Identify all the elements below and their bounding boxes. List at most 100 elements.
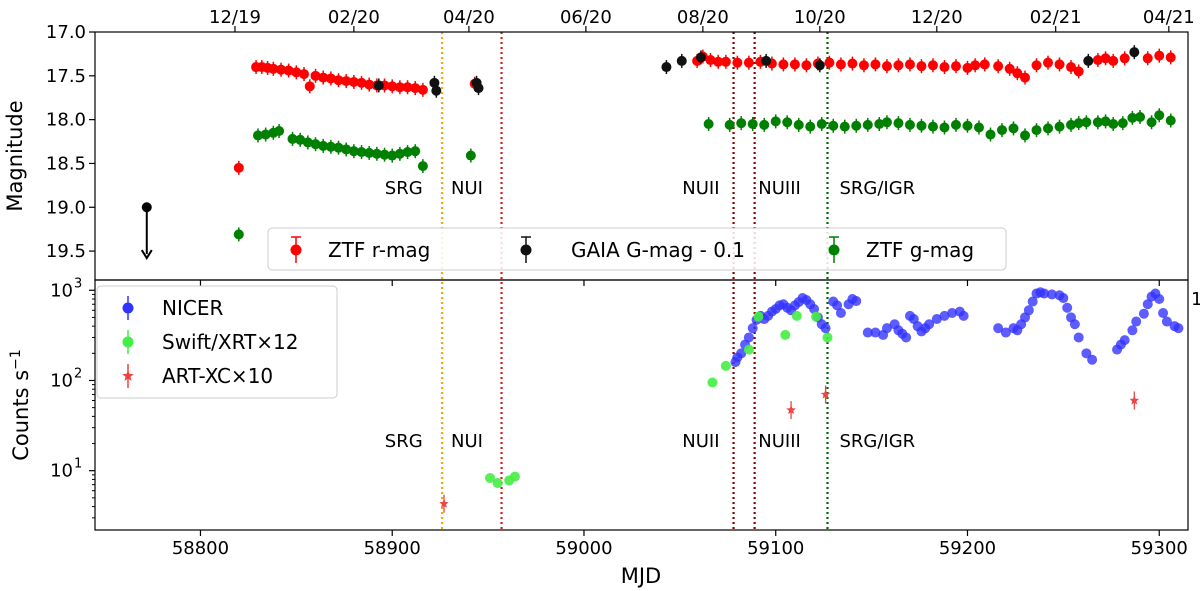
xray-legend-marker-1 [122,336,134,348]
ztf-g-mag-point-6 [295,134,306,145]
ztf-r-mag-point-31 [732,57,743,68]
nicer-point-56 [1023,305,1034,316]
xray-y-tick-label-1: 10 [50,370,73,391]
ztf-r-mag-point-35 [778,59,789,70]
ztf-g-mag-point-51 [1020,130,1031,141]
gaia-g-mag-0-1-point-11 [1129,47,1140,58]
swift-xrt-12-point-8 [780,329,791,340]
swift-xrt-12-point-11 [822,332,833,343]
nicer-point-44 [924,319,935,330]
nicer-point-46 [939,310,950,321]
gaia-g-mag-0-1-point-10 [1083,55,1094,66]
ztf-r-mag-point-20 [387,81,398,92]
optical-legend: ZTF r-mag GAIA G-mag - 0.1 ZTF g-mag [267,227,1007,271]
date-tick-label-0: 12/19 [209,7,261,28]
nicer-point-57 [1027,296,1038,307]
nicer-point-34 [881,323,892,334]
optical-annotation-srg: SRG [385,178,423,199]
gaia-g-mag-0-1-point-6 [676,55,687,66]
ztf-r-mag-point-49 [939,62,950,73]
date-tick-label-1: 02/20 [328,7,380,28]
ztf-r-mag-point-52 [970,60,981,71]
nicer-point-72 [1119,335,1130,346]
ztf-g-mag-point-54 [1054,121,1065,132]
optical-annotation-nui: NUI [451,178,483,199]
ztf-g-mag-point-66 [1165,115,1176,126]
nicer-point-24 [820,323,831,334]
ztf-g-mag-point-15 [364,147,375,158]
ztf-g-mag-point-9 [318,140,329,151]
ztf-r-mag-point-47 [916,61,927,72]
xray-legend-box [96,285,338,399]
gaia-g-mag-0-1-point-0 [373,80,384,91]
nicer-point-47 [947,307,958,318]
nicer-point-67 [1073,332,1084,343]
legend-swift-label: Swift/XRT×12 [162,330,298,354]
ztf-r-mag-point-7 [291,67,302,78]
swift-xrt-12-point-5 [720,360,731,371]
ztf-r-mag-point-45 [893,60,904,71]
date-tick-label-4: 08/20 [677,7,729,28]
xray-y-axis-label-main: Counts s [9,370,33,461]
nicer-point-83 [1173,323,1184,334]
nicer-point-66 [1069,319,1080,330]
ztf-g-mag-point-17 [379,149,390,160]
ztf-r-mag-point-54 [993,61,1004,72]
upper-limit-point [141,202,152,213]
swift-xrt-12-point-7 [753,311,764,322]
event-annotations: SRG SRG NUI NUI NUII NUII NUIII NUIII SRG/IGR SRG… [385,178,915,452]
ztf-g-mag-point-5 [287,133,298,144]
ztf-g-mag-point-61 [1117,118,1128,129]
ztf-g-mag-point-49 [996,125,1007,136]
xray-annotation-nuiii: NUIII [758,431,801,452]
event-lines [440,32,829,530]
x-tick-label-5: 59300 [1131,538,1188,559]
nicer-point-26 [832,300,843,311]
x-axis-label: MJD [621,564,661,588]
swift-xrt-12-point-9 [791,310,802,321]
nicer-point-81 [1161,316,1172,327]
ztf-r-mag-point-66 [1119,53,1130,64]
optical-y-tick-label-2: 18.0 [46,110,86,131]
ztf-r-mag-point-56 [1012,68,1023,79]
ztf-r-mag-point-24 [417,84,428,95]
gaia-g-mag-0-1-point-5 [661,62,672,73]
optical-annotation-nuiii: NUIII [758,178,801,199]
ztf-r-mag-point-58 [1031,60,1042,71]
xray-annotation-nuii: NUII [682,431,719,452]
date-tick-label-3: 06/20 [560,7,612,28]
ztf-r-mag-point-5 [276,64,287,75]
ztf-r-mag-point-8 [299,69,310,80]
xray-y-tick-label-2: 10 [50,280,73,301]
ztf-r-mag-point-41 [847,58,858,69]
xray-y-tick-label-0: 10 [50,461,73,482]
ztf-r-mag-point-16 [356,77,367,88]
optical-y-tick-label-0: 17.0 [46,22,86,43]
ztf-r-mag-point-62 [1073,66,1084,77]
optical-y-tick-label-4: 19.0 [46,197,86,218]
ztf-g-mag-point-24 [703,119,714,130]
gaia-g-mag-0-1-point-4 [473,83,484,94]
axes: 58800 58900 59000 59100 59200 59300 12/19 02/20… [46,7,1195,559]
ztf-g-mag-point-23 [465,150,476,161]
gaia-g-mag-0-1-point-7 [695,52,706,63]
ztf-r-mag-point-42 [858,60,869,71]
nicer-point-4 [743,332,754,343]
nicer-point-60 [1039,288,1050,299]
ztf-r-mag-point-40 [835,59,846,70]
nicer-point-32 [870,327,881,338]
nicer-point-80 [1158,307,1169,318]
ztf-r-mag-point-9 [304,81,315,92]
gaia-g-mag-0-1-point-9 [814,60,825,71]
optical-legend-marker-0 [290,244,302,256]
ztf-g-mag-point-2 [260,129,271,140]
ztf-r-mag-point-59 [1043,57,1054,68]
ztf-g-mag-point-32 [805,121,816,132]
art-xc-10-point-2 [820,389,831,399]
xray-legend-marker-0 [122,302,134,314]
legend-artxc-label: ART-XC×10 [162,364,273,388]
ztf-g-mag-point-35 [839,121,850,132]
ztf-g-mag-point-44 [939,122,950,133]
ztf-r-mag-point-6 [283,65,294,76]
